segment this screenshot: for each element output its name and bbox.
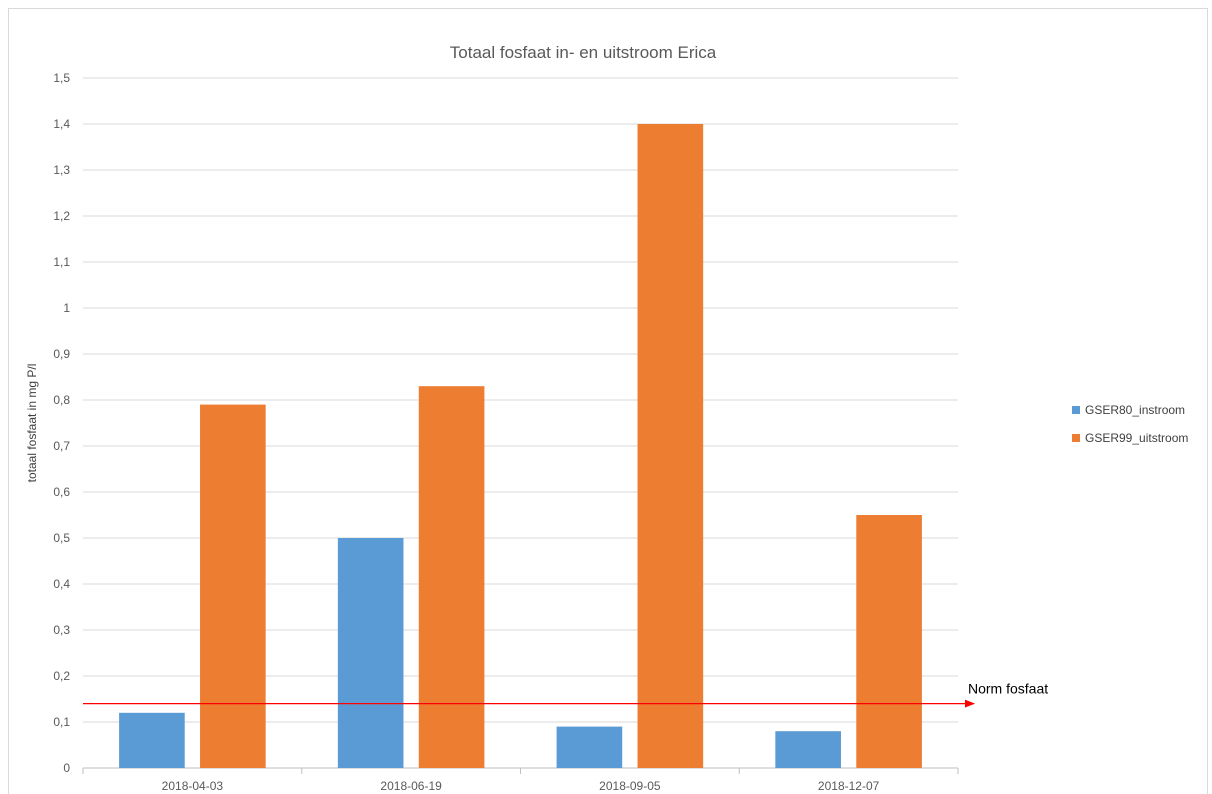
y-tick-label: 0 bbox=[63, 761, 70, 775]
bars bbox=[119, 124, 922, 768]
bar bbox=[119, 712, 185, 768]
y-tick-label: 0,5 bbox=[53, 531, 70, 545]
x-tick-label: 2018-09-05 bbox=[599, 779, 661, 793]
y-tick-label: 1,1 bbox=[53, 255, 70, 269]
y-tick-label: 1,4 bbox=[53, 117, 70, 131]
legend-label: GSER99_uitstroom bbox=[1085, 431, 1188, 445]
y-tick-label: 1 bbox=[63, 301, 70, 315]
x-tick-label: 2018-06-19 bbox=[380, 779, 442, 793]
y-tick-label: 0,7 bbox=[53, 439, 70, 453]
y-tick-label: 0,8 bbox=[53, 393, 70, 407]
bar bbox=[200, 404, 266, 768]
bar bbox=[337, 538, 404, 768]
chart-title: Totaal fosfaat in- en uitstroom Erica bbox=[450, 43, 717, 62]
y-tick-label: 1,3 bbox=[53, 163, 70, 177]
reference-line-label: Norm fosfaat bbox=[968, 681, 1048, 697]
y-axis-title: totaal fosfaat in mg P/l bbox=[25, 364, 39, 483]
bar bbox=[856, 515, 922, 768]
bar bbox=[775, 731, 841, 768]
y-axis-ticks: 0 0,1 0,2 0,3 0,4 0,5 0,6 0,7 0,8 0,9 1 1,1 1,2 1,3 1,… bbox=[53, 71, 70, 775]
legend: GSER80_instroom GSER99_uitstroom bbox=[1072, 403, 1188, 445]
y-tick-label: 0,3 bbox=[53, 623, 70, 637]
bar bbox=[556, 726, 623, 768]
x-tick-label: 2018-04-03 bbox=[162, 779, 224, 793]
y-tick-label: 0,9 bbox=[53, 347, 70, 361]
y-tick-label: 1,2 bbox=[53, 209, 70, 223]
y-tick-label: 1,5 bbox=[53, 71, 70, 85]
x-tick-label: 2018-12-07 bbox=[818, 779, 880, 793]
legend-swatch bbox=[1072, 406, 1080, 414]
y-tick-label: 0,2 bbox=[53, 669, 70, 683]
x-axis-ticks: 2018-04-03 2018-06-19 2018-09-05 2018-12-07 bbox=[82, 768, 959, 793]
y-tick-label: 0,6 bbox=[53, 485, 70, 499]
legend-swatch bbox=[1072, 434, 1080, 442]
legend-label: GSER80_instroom bbox=[1085, 403, 1185, 417]
y-tick-label: 0,1 bbox=[53, 715, 70, 729]
y-tick-label: 0,4 bbox=[53, 577, 70, 591]
bar bbox=[637, 124, 704, 768]
reference-line-group: Norm fosfaat bbox=[83, 681, 1048, 708]
bar bbox=[418, 386, 485, 768]
